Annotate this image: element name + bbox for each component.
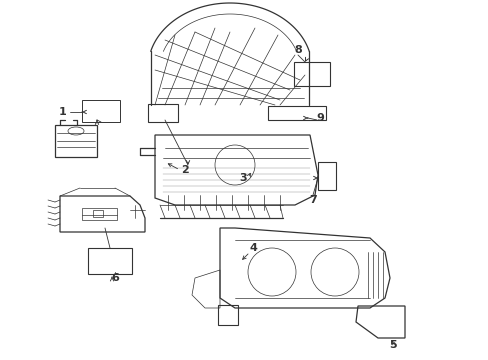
Text: 6: 6 <box>111 273 119 283</box>
Bar <box>93 210 103 217</box>
Bar <box>55 125 97 157</box>
Bar <box>82 100 120 122</box>
Bar <box>82 208 117 220</box>
Bar <box>267 106 325 120</box>
Text: 8: 8 <box>293 45 301 55</box>
Bar <box>293 62 329 86</box>
Text: 1: 1 <box>59 107 67 117</box>
Text: 7: 7 <box>308 195 316 205</box>
Bar <box>88 248 132 274</box>
Text: 5: 5 <box>388 340 396 350</box>
Bar <box>218 305 238 325</box>
Bar <box>148 104 178 122</box>
Text: 3: 3 <box>239 173 246 183</box>
Text: 9: 9 <box>315 113 323 123</box>
Text: 4: 4 <box>248 243 256 253</box>
Text: 2: 2 <box>181 165 188 175</box>
Bar <box>317 162 335 190</box>
